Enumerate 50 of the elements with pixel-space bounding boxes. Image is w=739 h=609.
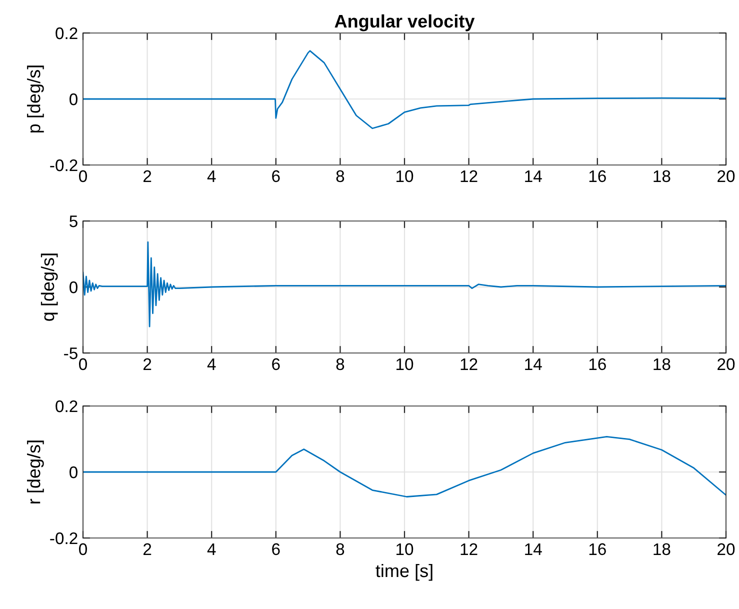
x-tick-label: 20: [718, 358, 735, 370]
x-tick-label: 6: [272, 543, 280, 556]
line-series: [83, 436, 726, 498]
x-tick-label: 14: [525, 543, 542, 555]
x-tick-label: 20: [718, 543, 735, 556]
x-tick-label: 6: [272, 170, 280, 182]
x-tick-label: 18: [654, 543, 670, 556]
x-tick-label: 20: [718, 170, 735, 182]
x-tick-label: 14: [525, 170, 542, 182]
line-series: [83, 241, 726, 328]
y-axis-title: r [deg/s]: [27, 440, 44, 504]
y-tick-label: 0.2: [56, 400, 78, 412]
x-tick-label: 2: [144, 543, 152, 555]
x-tick-label: 16: [589, 543, 606, 556]
x-tick-label: 4: [207, 170, 216, 182]
y-tick-label: 0: [70, 281, 78, 294]
chart-title: Angular velocity: [334, 14, 475, 32]
x-tick-label: 16: [589, 358, 606, 370]
x-tick-label: 8: [336, 170, 344, 182]
x-tick-label: 12: [460, 543, 478, 555]
x-tick-label: 6: [272, 358, 280, 370]
x-tick-label: 16: [589, 170, 606, 182]
y-tick-label: 0.2: [56, 27, 78, 40]
x-tick-label: 4: [207, 543, 216, 555]
x-tick-label: 10: [396, 543, 414, 556]
x-tick-label: 0: [79, 170, 87, 182]
x-tick-label: 12: [460, 358, 478, 370]
x-tick-label: 2: [144, 358, 152, 370]
x-tick-label: 8: [336, 358, 344, 370]
x-tick-label: 10: [396, 358, 414, 370]
line-series: [83, 50, 726, 130]
y-axis-title: p [deg/s]: [27, 66, 44, 132]
x-tick-label: 10: [396, 170, 414, 182]
x-axis-title: time [s]: [376, 564, 432, 581]
y-axis-title: q [deg/s]: [40, 254, 58, 321]
x-tick-label: 0: [79, 543, 87, 556]
x-tick-label: 18: [654, 170, 670, 182]
x-tick-label: 0: [79, 358, 87, 370]
y-tick-label: 5: [70, 216, 78, 228]
y-tick-label: -0.2: [50, 532, 78, 544]
x-tick-label: 8: [336, 543, 344, 556]
y-tick-label: -0.2: [50, 159, 78, 172]
y-tick-label: 0: [70, 93, 78, 106]
x-tick-label: 12: [460, 170, 478, 182]
x-tick-label: 18: [654, 358, 670, 370]
y-tick-label: 0: [70, 466, 78, 478]
x-tick-label: 14: [525, 358, 542, 370]
x-tick-label: 4: [207, 358, 216, 370]
y-tick-label: -5: [64, 348, 78, 360]
x-tick-label: 2: [144, 170, 152, 182]
